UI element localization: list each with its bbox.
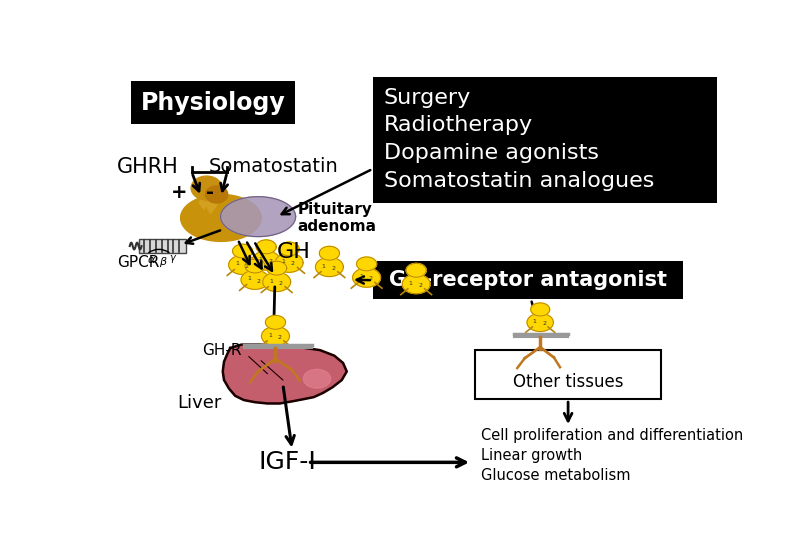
Text: $\gamma$: $\gamma$ bbox=[169, 253, 178, 265]
Polygon shape bbox=[262, 326, 290, 346]
Text: -: - bbox=[206, 183, 214, 202]
Polygon shape bbox=[315, 258, 343, 276]
Polygon shape bbox=[222, 345, 346, 403]
Text: 1: 1 bbox=[247, 276, 251, 281]
Polygon shape bbox=[229, 255, 257, 274]
Circle shape bbox=[303, 370, 330, 388]
Polygon shape bbox=[245, 259, 265, 273]
Text: Dopamine agonists: Dopamine agonists bbox=[384, 143, 599, 163]
Text: 2: 2 bbox=[291, 261, 295, 266]
Text: Liver: Liver bbox=[178, 394, 222, 413]
Text: 2: 2 bbox=[245, 264, 249, 269]
Text: Cell proliferation and differentiation: Cell proliferation and differentiation bbox=[482, 428, 743, 443]
Polygon shape bbox=[319, 247, 339, 260]
FancyBboxPatch shape bbox=[475, 350, 661, 399]
Polygon shape bbox=[527, 314, 554, 331]
Polygon shape bbox=[262, 273, 290, 291]
Text: GPCR: GPCR bbox=[118, 255, 160, 270]
Text: 1: 1 bbox=[359, 274, 363, 279]
Text: 2: 2 bbox=[268, 259, 272, 264]
Text: Somatostatin: Somatostatin bbox=[209, 157, 338, 176]
Polygon shape bbox=[266, 261, 286, 275]
Text: Glucose metabolism: Glucose metabolism bbox=[482, 468, 630, 483]
Text: $\alpha$: $\alpha$ bbox=[147, 255, 156, 265]
FancyBboxPatch shape bbox=[373, 261, 682, 299]
Text: 2: 2 bbox=[331, 266, 335, 271]
Text: 1: 1 bbox=[409, 281, 413, 286]
Polygon shape bbox=[221, 197, 296, 237]
Polygon shape bbox=[206, 186, 228, 203]
Text: 2: 2 bbox=[369, 276, 373, 281]
Polygon shape bbox=[406, 263, 426, 277]
Polygon shape bbox=[279, 242, 299, 256]
Polygon shape bbox=[266, 315, 286, 329]
Text: Pituitary
adenoma: Pituitary adenoma bbox=[297, 202, 376, 234]
Polygon shape bbox=[181, 194, 262, 242]
Text: +: + bbox=[171, 183, 188, 202]
Text: 2: 2 bbox=[542, 321, 546, 326]
Text: Linear growth: Linear growth bbox=[482, 448, 582, 463]
Text: 1: 1 bbox=[322, 264, 326, 269]
Text: 2: 2 bbox=[418, 283, 422, 288]
Text: Physiology: Physiology bbox=[141, 91, 286, 115]
Polygon shape bbox=[252, 251, 280, 270]
Polygon shape bbox=[199, 188, 219, 214]
Polygon shape bbox=[275, 253, 303, 273]
Text: GH: GH bbox=[277, 242, 310, 262]
Text: 2: 2 bbox=[278, 281, 282, 286]
FancyBboxPatch shape bbox=[373, 77, 717, 203]
Text: GH-receptor antagonist: GH-receptor antagonist bbox=[389, 270, 666, 290]
Polygon shape bbox=[233, 244, 253, 258]
Text: Other tissues: Other tissues bbox=[513, 373, 623, 391]
Polygon shape bbox=[353, 268, 381, 287]
Text: 2: 2 bbox=[278, 335, 282, 340]
Polygon shape bbox=[530, 303, 550, 316]
Text: 1: 1 bbox=[268, 333, 272, 338]
Text: 1: 1 bbox=[235, 261, 239, 266]
Polygon shape bbox=[357, 257, 377, 271]
Text: Surgery: Surgery bbox=[384, 88, 471, 107]
Text: 2: 2 bbox=[257, 279, 261, 284]
Text: IGF-I: IGF-I bbox=[258, 450, 316, 474]
Text: 1: 1 bbox=[533, 319, 537, 324]
Text: GH-R: GH-R bbox=[202, 343, 242, 358]
Text: 1: 1 bbox=[258, 257, 262, 262]
Text: GHRH: GHRH bbox=[118, 157, 179, 177]
Polygon shape bbox=[402, 274, 430, 294]
Text: 1: 1 bbox=[282, 259, 286, 264]
Polygon shape bbox=[191, 176, 222, 200]
FancyBboxPatch shape bbox=[131, 81, 295, 124]
Text: $\beta$: $\beta$ bbox=[159, 255, 168, 269]
FancyBboxPatch shape bbox=[139, 239, 186, 253]
Polygon shape bbox=[241, 270, 269, 289]
Text: Radiotherapy: Radiotherapy bbox=[384, 115, 533, 135]
Text: Somatostatin analogues: Somatostatin analogues bbox=[384, 171, 654, 191]
Polygon shape bbox=[256, 240, 276, 254]
Text: 1: 1 bbox=[269, 279, 273, 284]
